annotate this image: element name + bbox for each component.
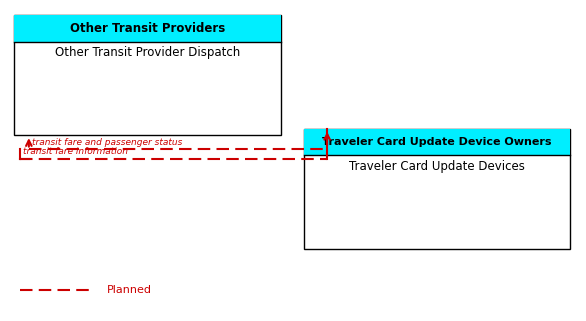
Text: Other Transit Provider Dispatch: Other Transit Provider Dispatch [55,47,240,59]
Text: Traveler Card Update Device Owners: Traveler Card Update Device Owners [322,137,552,147]
Bar [304,129,570,155]
Text: Other Transit Providers: Other Transit Providers [70,22,225,35]
Text: transit fare and passenger status: transit fare and passenger status [32,138,182,147]
Bar [304,129,570,249]
Bar [15,15,281,42]
Bar [15,15,281,135]
Text: transit fare information: transit fare information [23,147,128,156]
Text: Planned: Planned [107,285,152,295]
Text: Traveler Card Update Devices: Traveler Card Update Devices [349,160,525,173]
